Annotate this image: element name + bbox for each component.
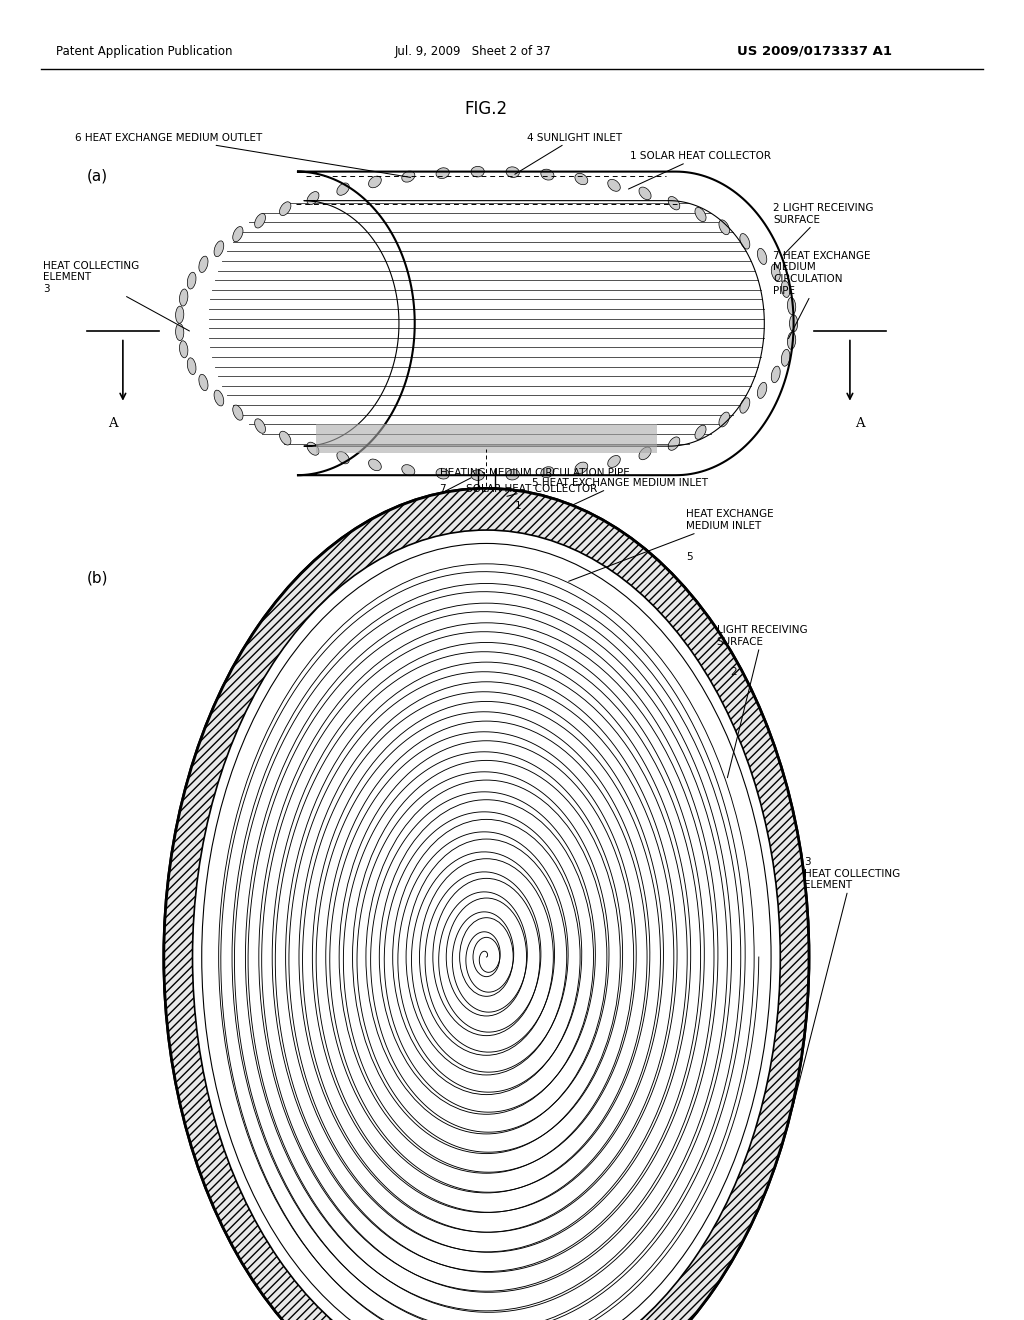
Ellipse shape bbox=[214, 240, 224, 256]
Text: A: A bbox=[108, 417, 118, 430]
Ellipse shape bbox=[179, 341, 187, 358]
Ellipse shape bbox=[695, 425, 707, 440]
Ellipse shape bbox=[639, 447, 651, 459]
Text: 4 SUNLIGHT INLET: 4 SUNLIGHT INLET bbox=[515, 132, 623, 174]
Ellipse shape bbox=[506, 166, 519, 177]
Ellipse shape bbox=[337, 451, 349, 463]
Ellipse shape bbox=[471, 166, 484, 177]
Ellipse shape bbox=[280, 432, 291, 445]
Text: Jul. 9, 2009   Sheet 2 of 37: Jul. 9, 2009 Sheet 2 of 37 bbox=[394, 45, 551, 58]
Ellipse shape bbox=[719, 220, 729, 235]
Ellipse shape bbox=[771, 264, 780, 281]
Ellipse shape bbox=[436, 469, 450, 479]
Text: (b): (b) bbox=[87, 570, 109, 585]
Ellipse shape bbox=[369, 176, 381, 187]
Ellipse shape bbox=[781, 281, 790, 297]
Ellipse shape bbox=[232, 405, 243, 420]
Ellipse shape bbox=[202, 544, 771, 1320]
Text: 1: 1 bbox=[515, 500, 521, 511]
Text: (a): (a) bbox=[87, 169, 109, 183]
Ellipse shape bbox=[541, 467, 554, 478]
Ellipse shape bbox=[758, 248, 767, 264]
Text: 2 LIGHT RECEIVING
SURFACE: 2 LIGHT RECEIVING SURFACE bbox=[773, 203, 873, 255]
Ellipse shape bbox=[740, 397, 750, 413]
Bar bbox=[315, 424, 657, 453]
Ellipse shape bbox=[179, 289, 187, 306]
Ellipse shape bbox=[607, 180, 621, 191]
Ellipse shape bbox=[187, 272, 196, 289]
Text: 5 HEAT EXCHANGE MEDIUM INLET: 5 HEAT EXCHANGE MEDIUM INLET bbox=[495, 478, 709, 541]
Text: A: A bbox=[855, 417, 865, 430]
Ellipse shape bbox=[719, 412, 729, 426]
Text: 1 SOLAR HEAT COLLECTOR: 1 SOLAR HEAT COLLECTOR bbox=[629, 150, 771, 189]
Ellipse shape bbox=[401, 465, 415, 475]
Polygon shape bbox=[304, 201, 764, 446]
Text: US 2009/0173337 A1: US 2009/0173337 A1 bbox=[737, 45, 892, 58]
Ellipse shape bbox=[214, 391, 224, 407]
Ellipse shape bbox=[307, 442, 318, 455]
Text: LIGHT RECEIVING
SURFACE: LIGHT RECEIVING SURFACE bbox=[717, 626, 808, 777]
Ellipse shape bbox=[337, 183, 349, 195]
Ellipse shape bbox=[790, 314, 798, 333]
Ellipse shape bbox=[307, 191, 318, 205]
Ellipse shape bbox=[787, 297, 796, 314]
Ellipse shape bbox=[695, 207, 707, 222]
Ellipse shape bbox=[369, 459, 381, 471]
Ellipse shape bbox=[401, 172, 415, 182]
Ellipse shape bbox=[164, 488, 809, 1320]
Ellipse shape bbox=[781, 350, 790, 366]
Ellipse shape bbox=[758, 383, 767, 399]
Ellipse shape bbox=[175, 323, 183, 341]
Ellipse shape bbox=[574, 173, 588, 185]
Ellipse shape bbox=[668, 197, 680, 210]
Ellipse shape bbox=[787, 333, 796, 350]
Ellipse shape bbox=[255, 214, 265, 228]
Text: HEATING MEDIUM CIRCULATION PIPE: HEATING MEDIUM CIRCULATION PIPE bbox=[440, 467, 630, 478]
Ellipse shape bbox=[436, 168, 450, 178]
Text: 3
HEAT COLLECTING
ELEMENT: 3 HEAT COLLECTING ELEMENT bbox=[793, 857, 900, 1107]
Text: 5: 5 bbox=[686, 552, 692, 562]
Ellipse shape bbox=[541, 169, 554, 180]
Text: Patent Application Publication: Patent Application Publication bbox=[56, 45, 232, 58]
Ellipse shape bbox=[255, 418, 265, 433]
Ellipse shape bbox=[199, 375, 208, 391]
Text: HEAT EXCHANGE
MEDIUM INLET: HEAT EXCHANGE MEDIUM INLET bbox=[568, 510, 774, 581]
Ellipse shape bbox=[280, 202, 291, 215]
Ellipse shape bbox=[187, 358, 196, 375]
Ellipse shape bbox=[639, 187, 651, 199]
Ellipse shape bbox=[740, 234, 750, 249]
Text: 2: 2 bbox=[730, 667, 736, 677]
Ellipse shape bbox=[193, 531, 780, 1320]
Ellipse shape bbox=[771, 366, 780, 383]
Ellipse shape bbox=[232, 227, 243, 242]
Ellipse shape bbox=[607, 455, 621, 467]
Text: FIG.2: FIG.2 bbox=[465, 100, 508, 119]
Text: 7      SOLAR HEAT COLLECTOR: 7 SOLAR HEAT COLLECTOR bbox=[440, 483, 598, 494]
Text: 7 HEAT EXCHANGE
MEDIUM
CIRCULATION
PIPE: 7 HEAT EXCHANGE MEDIUM CIRCULATION PIPE bbox=[773, 251, 870, 338]
Ellipse shape bbox=[506, 470, 519, 480]
Ellipse shape bbox=[199, 256, 208, 272]
Ellipse shape bbox=[574, 462, 588, 474]
Ellipse shape bbox=[668, 437, 680, 450]
Ellipse shape bbox=[471, 470, 484, 480]
Text: HEAT COLLECTING
ELEMENT
3: HEAT COLLECTING ELEMENT 3 bbox=[43, 260, 189, 331]
Ellipse shape bbox=[164, 488, 809, 1320]
Ellipse shape bbox=[175, 306, 183, 323]
Text: 6 HEAT EXCHANGE MEDIUM OUTLET: 6 HEAT EXCHANGE MEDIUM OUTLET bbox=[76, 132, 411, 177]
